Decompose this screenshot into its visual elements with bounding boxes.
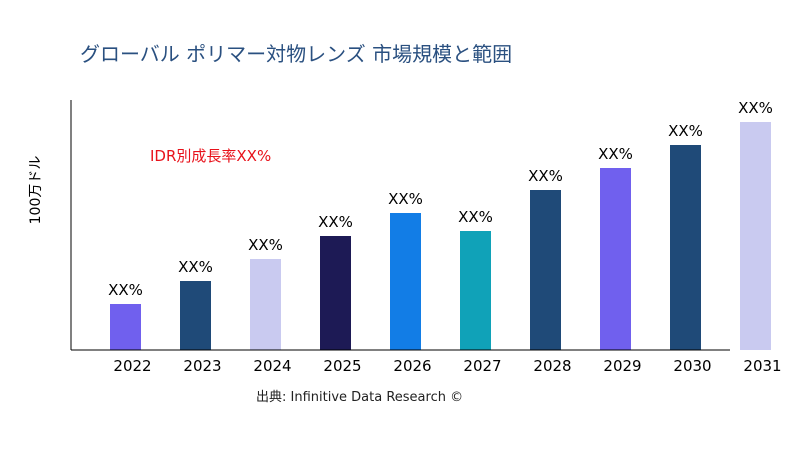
- bar-2029: [600, 168, 631, 350]
- chart-title: グローバル ポリマー対物レンズ 市場規模と範囲: [80, 42, 513, 66]
- data-label-2024: XX%: [248, 236, 283, 254]
- x-tick-label-2029: 2029: [603, 357, 641, 375]
- data-label-2030: XX%: [668, 122, 703, 140]
- bar-2027: [460, 231, 491, 350]
- bar-2031: [740, 122, 771, 350]
- data-label-2031: XX%: [738, 99, 773, 117]
- bar-2025: [320, 236, 351, 350]
- x-tick-label-2023: 2023: [183, 357, 221, 375]
- source-note: 出典: Infinitive Data Research ©: [256, 390, 464, 405]
- x-tick-label-2024: 2024: [253, 357, 291, 375]
- bar-2024: [250, 259, 281, 350]
- x-tick-label-2025: 2025: [323, 357, 361, 375]
- bar-2023: [180, 281, 211, 350]
- data-label-2029: XX%: [598, 145, 633, 163]
- data-label-2022: XX%: [108, 281, 143, 299]
- x-tick-label-2027: 2027: [463, 357, 501, 375]
- data-label-2025: XX%: [318, 213, 353, 231]
- data-label-2028: XX%: [528, 167, 563, 185]
- bar-2028: [530, 190, 561, 350]
- bar-2026: [390, 213, 421, 350]
- x-tick-label-2031: 2031: [743, 357, 781, 375]
- growth-annotation: IDR別成長率XX%: [150, 147, 271, 165]
- data-label-2023: XX%: [178, 258, 213, 276]
- bar-2030: [670, 145, 701, 350]
- x-tick-label-2028: 2028: [533, 357, 571, 375]
- x-tick-label-2026: 2026: [393, 357, 431, 375]
- x-tick-label-2030: 2030: [673, 357, 711, 375]
- y-axis-label: 100万ドル: [28, 156, 44, 225]
- bar-2022: [110, 304, 141, 350]
- data-label-2026: XX%: [388, 190, 423, 208]
- x-tick-label-2022: 2022: [113, 357, 151, 375]
- data-label-2027: XX%: [458, 208, 493, 226]
